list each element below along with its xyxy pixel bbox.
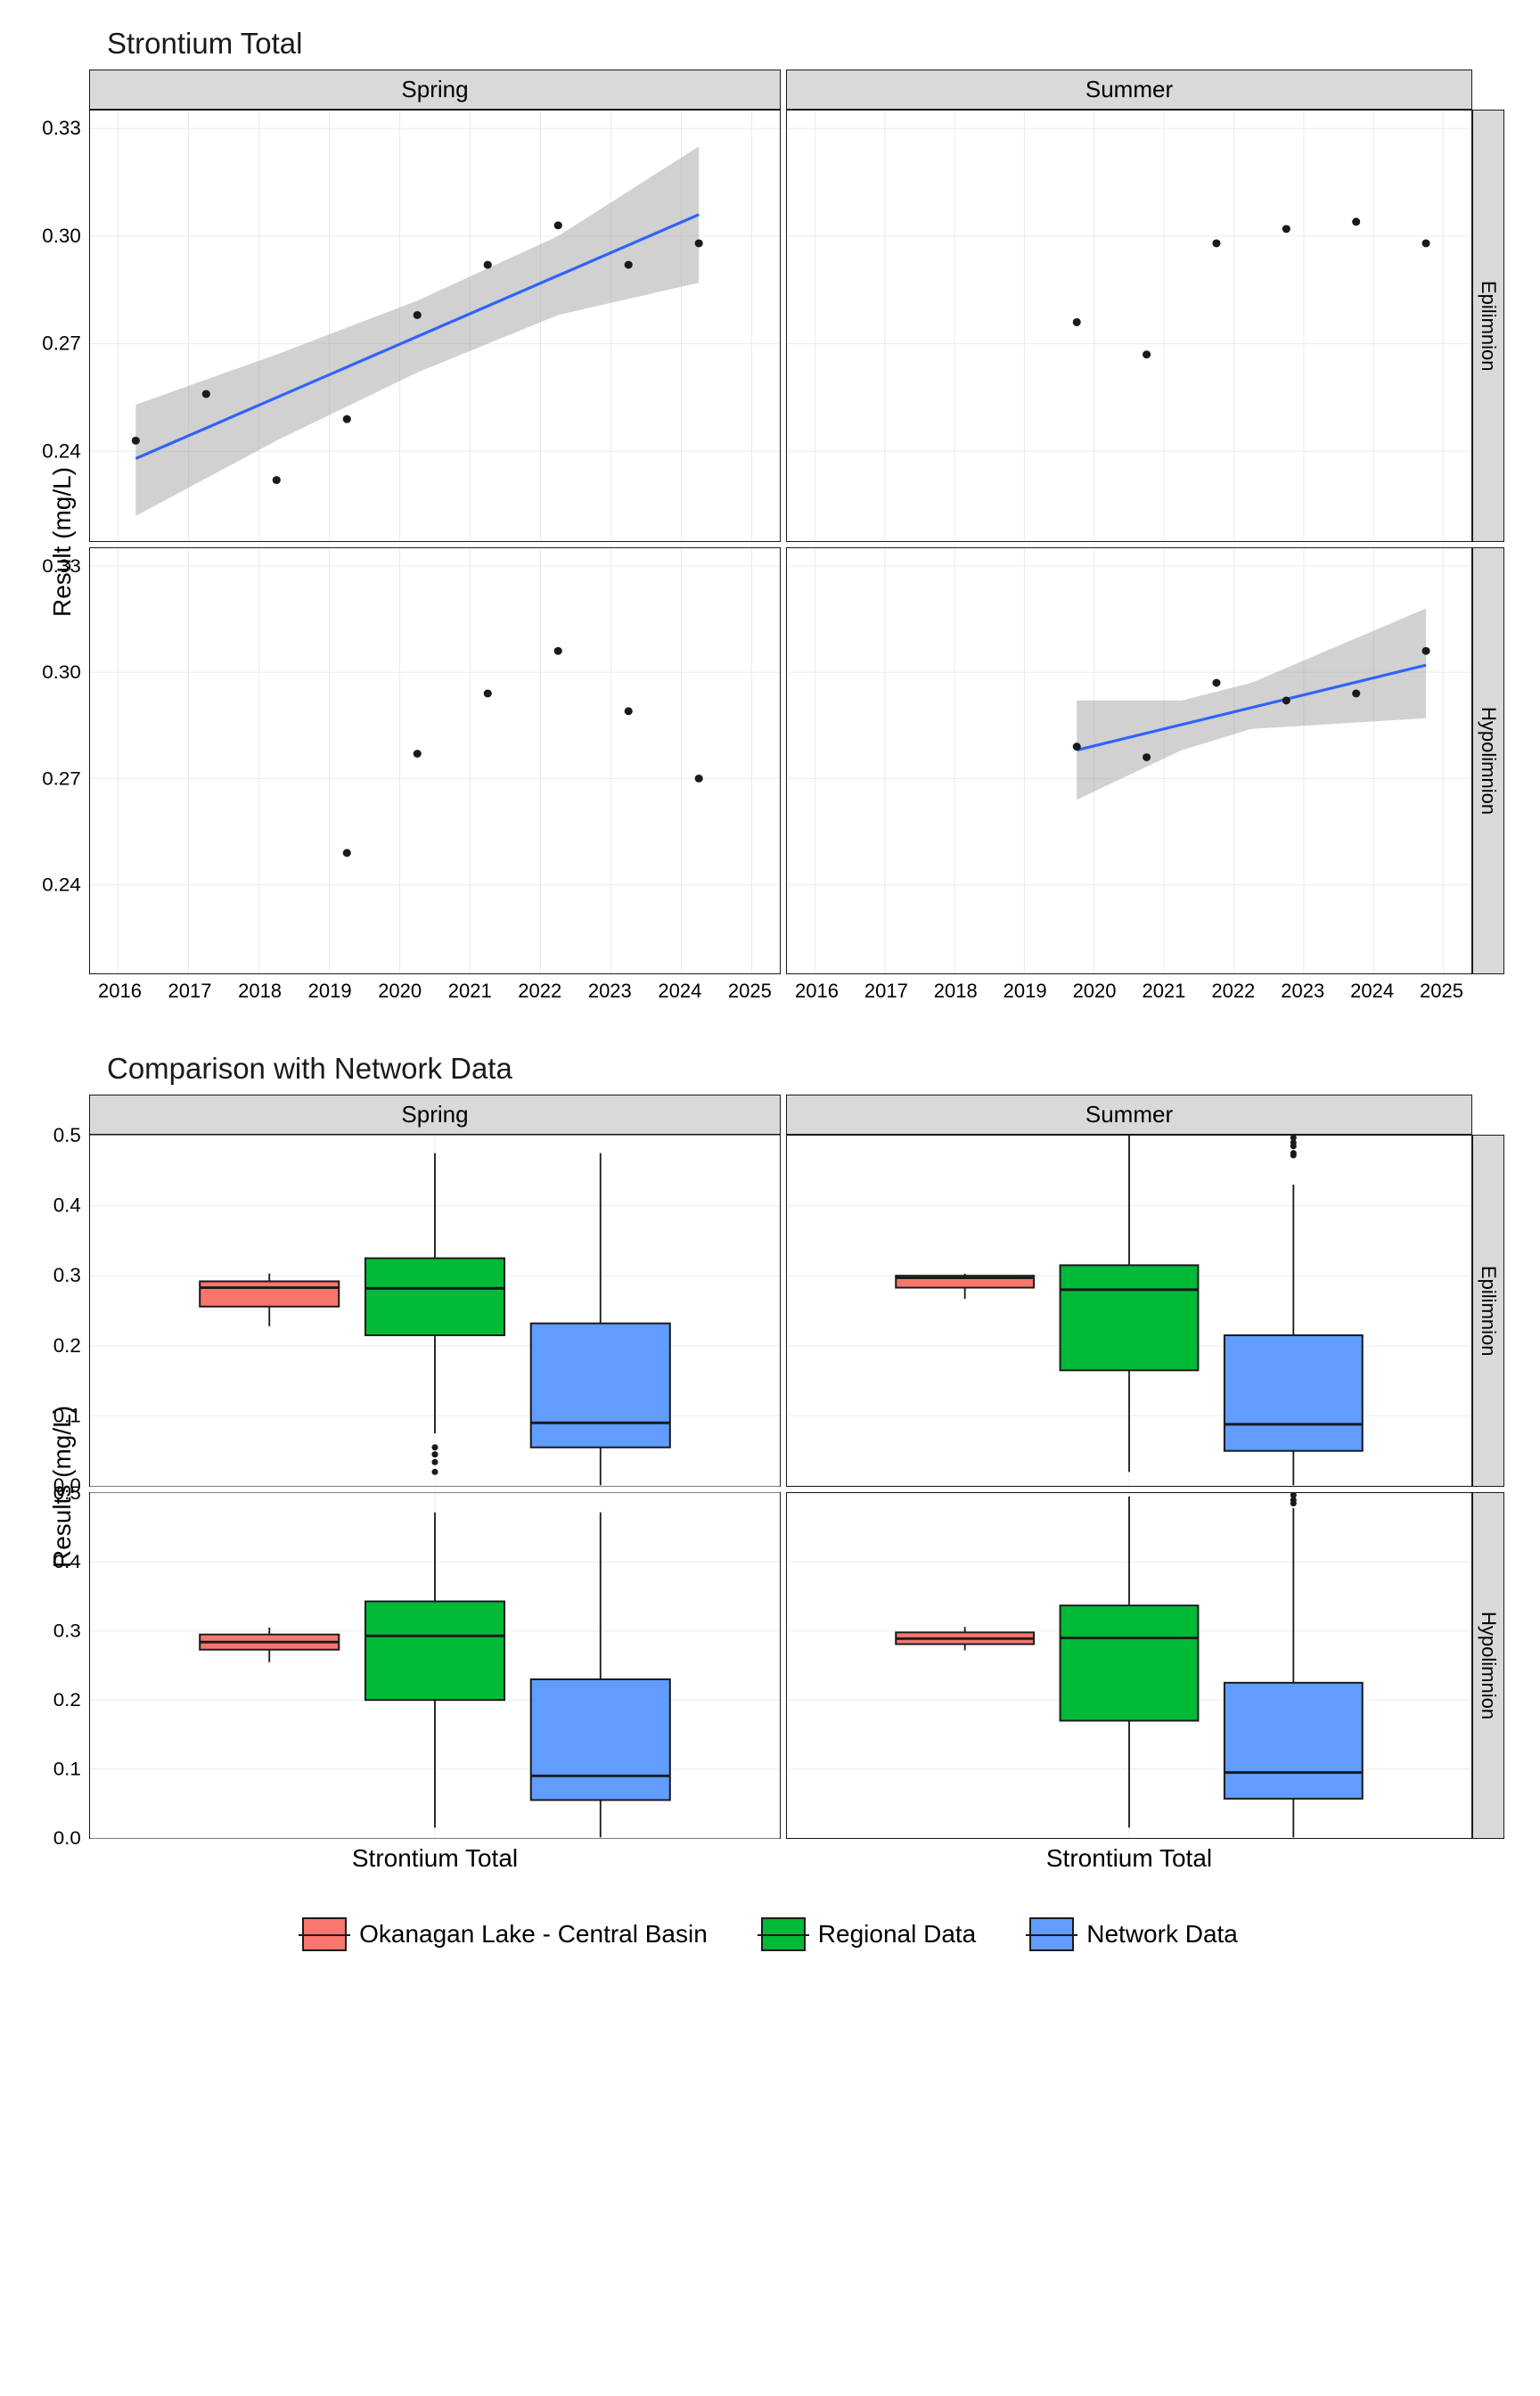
panel-spring-hypolimnion: 0.240.270.300.33 — [89, 547, 781, 974]
svg-text:0.4: 0.4 — [53, 1194, 81, 1217]
legend-swatch-2 — [761, 1917, 806, 1951]
legend-key-network: Network Data — [1029, 1917, 1238, 1951]
svg-text:0.5: 0.5 — [53, 1124, 81, 1146]
svg-text:0.1: 0.1 — [53, 1758, 81, 1780]
strip2-summer: Summer — [786, 1095, 1472, 1135]
strip-hypolimnion: Hypolimnion — [1472, 547, 1504, 974]
svg-text:0.3: 0.3 — [53, 1264, 81, 1286]
legend-label-2: Regional Data — [818, 1920, 976, 1949]
svg-text:0.24: 0.24 — [42, 874, 81, 896]
svg-text:0.24: 0.24 — [42, 440, 81, 463]
plot2-trellis: Spring Summer Results (mg/L) 0.00.10.20.… — [36, 1095, 1504, 1873]
panel2-summer-epilimnion — [786, 1135, 1472, 1487]
plot1-trellis: Spring Summer Result (mg/L) 0.240.270.30… — [36, 70, 1504, 1003]
panel2-summer-hypolimnion — [786, 1492, 1472, 1839]
svg-text:0.33: 0.33 — [42, 117, 81, 139]
panel2-spring-epilimnion: 0.00.10.20.30.40.5 — [89, 1135, 781, 1487]
svg-text:0.30: 0.30 — [42, 661, 81, 683]
legend-key-regional: Regional Data — [761, 1917, 976, 1951]
svg-text:0.33: 0.33 — [42, 554, 81, 577]
legend-key-okanagan: Okanagan Lake - Central Basin — [302, 1917, 708, 1951]
strip-epilimnion: Epilimnion — [1472, 110, 1504, 542]
strip2-spring: Spring — [89, 1095, 781, 1135]
svg-text:0.2: 0.2 — [53, 1688, 81, 1711]
strip-spring: Spring — [89, 70, 781, 110]
panel-summer-hypolimnion — [786, 547, 1472, 974]
legend: Okanagan Lake - Central Basin Regional D… — [36, 1917, 1504, 1951]
strip2-hypolimnion: Hypolimnion — [1472, 1492, 1504, 1839]
panel-spring-epilimnion: 0.240.270.300.33 — [89, 110, 781, 542]
plot1-title: Strontium Total — [107, 27, 1504, 61]
svg-text:0.27: 0.27 — [42, 332, 81, 355]
legend-swatch-3 — [1029, 1917, 1074, 1951]
legend-swatch-1 — [302, 1917, 347, 1951]
plot2-xlab-right: Strontium Total — [786, 1844, 1472, 1873]
svg-text:0.1: 0.1 — [53, 1405, 81, 1427]
plot1-xaxis-right: 2016201720182019202020212022202320242025 — [786, 974, 1472, 1003]
plot1-ylab: Result (mg/L) — [48, 467, 77, 617]
svg-text:0.2: 0.2 — [53, 1334, 81, 1357]
svg-text:0.3: 0.3 — [53, 1620, 81, 1642]
svg-text:0.4: 0.4 — [53, 1551, 81, 1573]
plot1-xaxis-left: 2016201720182019202020212022202320242025 — [89, 974, 781, 1003]
legend-label-1: Okanagan Lake - Central Basin — [359, 1920, 708, 1949]
plot2-title: Comparison with Network Data — [107, 1052, 1504, 1086]
panel2-spring-hypolimnion: 0.00.10.20.30.40.5 — [89, 1492, 781, 1839]
legend-label-3: Network Data — [1086, 1920, 1238, 1949]
svg-text:0.30: 0.30 — [42, 225, 81, 247]
panel-summer-epilimnion — [786, 110, 1472, 542]
svg-text:0.27: 0.27 — [42, 767, 81, 790]
strip2-epilimnion: Epilimnion — [1472, 1135, 1504, 1487]
svg-text:0.0: 0.0 — [53, 1826, 81, 1849]
strip-summer: Summer — [786, 70, 1472, 110]
plot2-xlab-left: Strontium Total — [89, 1844, 781, 1873]
svg-text:0.5: 0.5 — [53, 1481, 81, 1504]
